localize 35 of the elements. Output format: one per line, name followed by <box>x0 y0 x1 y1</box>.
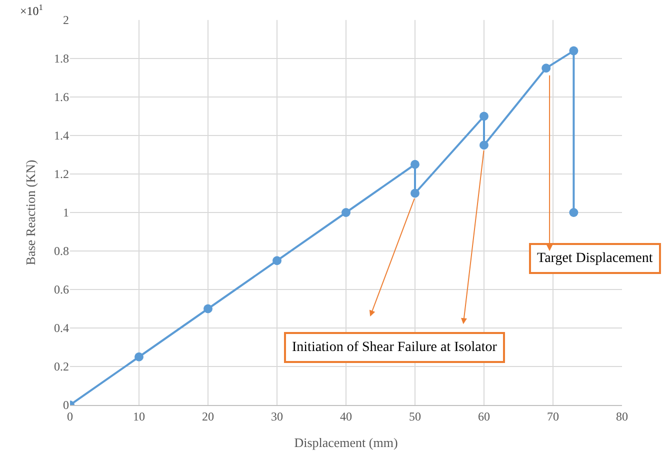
point <box>480 112 488 121</box>
point <box>410 160 420 169</box>
y-tick-label: 0.6 <box>54 282 69 297</box>
text: ×10$^{1}$ <box>20 3 43 18</box>
annotation: Target Displacement <box>537 251 653 266</box>
x-tick-label: 20 <box>202 409 214 424</box>
x-tick-label: 10 <box>133 409 145 424</box>
y-tick-label: 1.6 <box>54 90 69 104</box>
point <box>204 304 212 314</box>
x-tick-label: 60 <box>478 409 490 424</box>
y-tick-label: 0 <box>63 398 69 412</box>
point <box>542 64 551 73</box>
point <box>569 46 578 56</box>
x-tick-label: 30 <box>271 409 283 424</box>
point <box>272 256 282 266</box>
point <box>134 352 144 362</box>
point <box>480 140 488 150</box>
point <box>569 208 578 217</box>
y-tick-label: 1.4 <box>54 128 69 143</box>
point <box>342 208 350 217</box>
point <box>410 188 420 198</box>
x-tick-label: 80 <box>616 409 628 424</box>
y-tick-label: 1.8 <box>54 52 69 66</box>
x-tick-label: 40 <box>340 409 352 424</box>
y-tick-label: 0.4 <box>54 321 69 336</box>
y-axis-title: Base Reaction (KN) <box>22 160 38 266</box>
y-tick-label: 0.8 <box>54 244 69 258</box>
annotation: Initiation of Shear Failure at Isolator <box>292 340 498 355</box>
y-tick-label: 1 <box>63 206 69 220</box>
y-tick-label: 2 <box>63 13 69 28</box>
y-tick-label: 1.2 <box>54 167 69 182</box>
y-tick-label: 0.2 <box>54 360 69 374</box>
x-axis-title: Displacement (mm) <box>294 435 398 450</box>
x-tick-label: 50 <box>409 409 421 424</box>
x-tick-label: 70 <box>547 409 559 424</box>
